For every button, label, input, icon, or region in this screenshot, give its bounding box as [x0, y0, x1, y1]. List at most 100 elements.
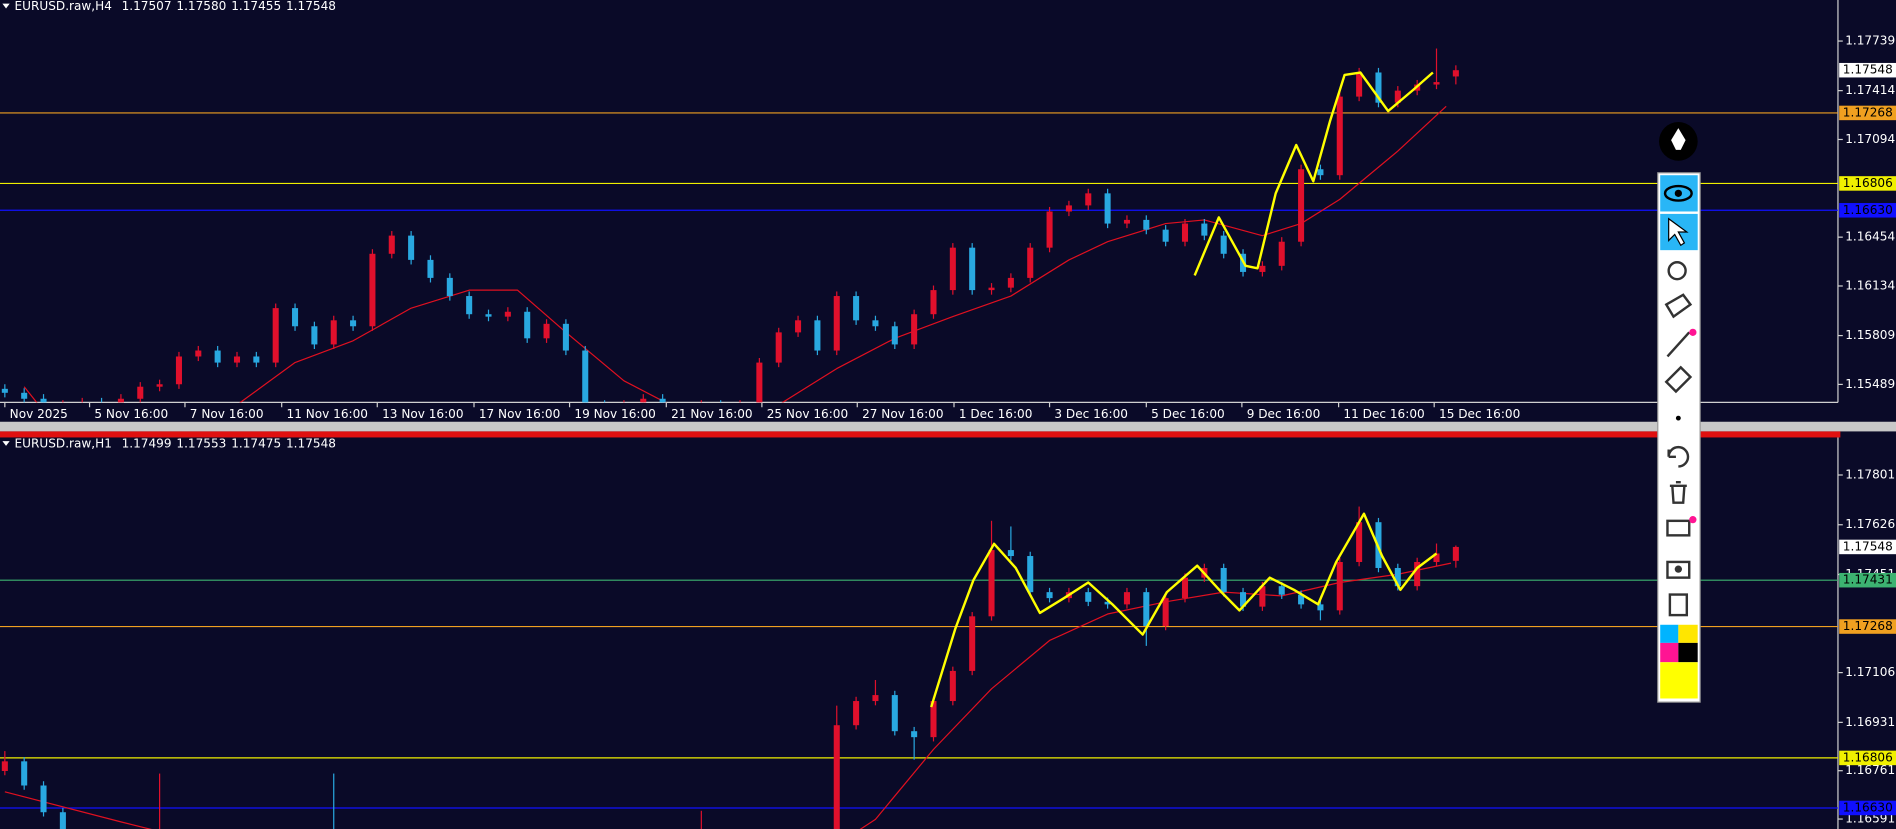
candle-body: [1240, 592, 1247, 607]
price-level-box: [1839, 619, 1896, 634]
candle-body: [21, 392, 28, 399]
candle-body: [369, 253, 376, 327]
color-indicator: [1689, 328, 1697, 336]
price-level-label: 1.16806: [1843, 750, 1893, 764]
candle-body: [1, 761, 8, 771]
time-tick-label: 11 Nov 16:00: [287, 407, 368, 421]
candle-body: [175, 356, 182, 385]
price-level-box: [1839, 539, 1896, 555]
candle-body: [1143, 219, 1150, 230]
candle-body: [872, 695, 879, 702]
price-level-box: [1839, 800, 1896, 816]
color-swatch[interactable]: [1660, 624, 1679, 643]
moving-average: [4, 562, 1452, 829]
candle-body: [137, 386, 144, 399]
candle-body: [156, 384, 163, 387]
line-icon[interactable]: [1666, 331, 1691, 358]
time-tick-label: 3 Dec 16:00: [1054, 407, 1128, 421]
price-level-label: 1.17548: [1843, 63, 1893, 77]
candle-body: [330, 320, 337, 345]
candle-body: [1065, 205, 1072, 212]
lasso-icon[interactable]: [1667, 261, 1687, 281]
candle-body: [59, 812, 66, 829]
candle-body: [1, 388, 8, 393]
candle-body: [930, 701, 937, 738]
candle-body: [1143, 592, 1150, 626]
time-tick-label: 5 Nov 16:00: [94, 407, 168, 421]
candle-body: [350, 320, 357, 327]
screen-icon[interactable]: [1666, 519, 1691, 537]
candle-body: [117, 398, 124, 403]
pane-menu-arrow[interactable]: [2, 441, 10, 446]
price-level-box: [1839, 176, 1896, 191]
price-level-box: [1839, 105, 1896, 121]
zigzag-drawing: [930, 512, 1438, 708]
candle-body: [891, 695, 898, 732]
candle-body: [853, 701, 860, 726]
drawing-toolbar: [1657, 122, 1701, 703]
candle-body: [891, 326, 898, 345]
price-level-box: [1839, 62, 1896, 78]
cursor-icon: [1668, 217, 1689, 247]
candle-body: [1027, 556, 1034, 593]
candle-body: [911, 314, 918, 345]
clipboard-icon[interactable]: [1668, 593, 1689, 617]
candle-body: [1414, 562, 1421, 587]
undo-icon[interactable]: [1667, 445, 1690, 468]
eye-icon: [1663, 184, 1693, 202]
delete-icon[interactable]: [1669, 480, 1687, 504]
candle-body: [466, 296, 473, 315]
candle-body: [949, 670, 956, 702]
color-swatch[interactable]: [1660, 642, 1679, 663]
time-tick-label: 27 Nov 16:00: [862, 407, 943, 421]
candle-body: [1356, 522, 1363, 563]
candle-body: [446, 277, 453, 297]
pane-plot: [0, 506, 1838, 829]
eraser-icon[interactable]: [1664, 365, 1693, 394]
candle-body: [1162, 229, 1169, 242]
active-color[interactable]: [1660, 662, 1698, 699]
candle-body: [1085, 592, 1092, 602]
color-swatch[interactable]: [1678, 642, 1698, 663]
candle-body: [1104, 193, 1111, 224]
candle-body: [40, 398, 47, 403]
symbol-title: EURUSD.raw,H1: [15, 436, 112, 450]
candle-body: [911, 731, 918, 738]
candle-body: [1181, 577, 1189, 599]
price-tick-label: 1.16931: [1845, 715, 1895, 729]
candle-body: [1278, 241, 1285, 266]
price-tick-label: 1.17739: [1845, 34, 1895, 48]
highlighter-icon[interactable]: [1664, 293, 1693, 319]
time-tick-label: 13 Nov 16:00: [382, 407, 463, 421]
candle-body: [1259, 586, 1266, 607]
candle-body: [969, 616, 976, 671]
dot-tool[interactable]: [1675, 415, 1681, 421]
candle-body: [814, 320, 821, 351]
color-swatch[interactable]: [1678, 624, 1698, 643]
candle-body: [388, 235, 395, 254]
price-level-box: [1839, 572, 1896, 588]
price-level-label: 1.17268: [1843, 619, 1893, 633]
time-tick-label: 25 Nov 16:00: [767, 407, 848, 421]
pane-menu-arrow[interactable]: [2, 3, 10, 9]
price-tick-label: 1.17094: [1845, 132, 1895, 146]
time-tick-label: 9 Dec 16:00: [1247, 407, 1321, 421]
candle-body: [853, 296, 860, 321]
candle-body: [1336, 96, 1343, 176]
candle-body: [582, 350, 589, 403]
ohlc-value: 1.17455: [231, 0, 281, 13]
candle-body: [311, 326, 318, 345]
candle-body: [1220, 567, 1227, 593]
pane-separator: [0, 421, 1896, 432]
candle-body: [833, 725, 840, 829]
candle-body: [949, 247, 956, 291]
candle-body: [272, 308, 279, 363]
candle-body: [833, 296, 840, 351]
camera-icon[interactable]: [1666, 560, 1691, 579]
tool-buttons: [1664, 261, 1693, 617]
price-tick-label: 1.17801: [1845, 467, 1895, 481]
candle-body: [756, 362, 763, 403]
candle-body: [1027, 247, 1034, 278]
price-level-label: 1.16630: [1843, 800, 1893, 814]
candle-body: [988, 287, 995, 291]
